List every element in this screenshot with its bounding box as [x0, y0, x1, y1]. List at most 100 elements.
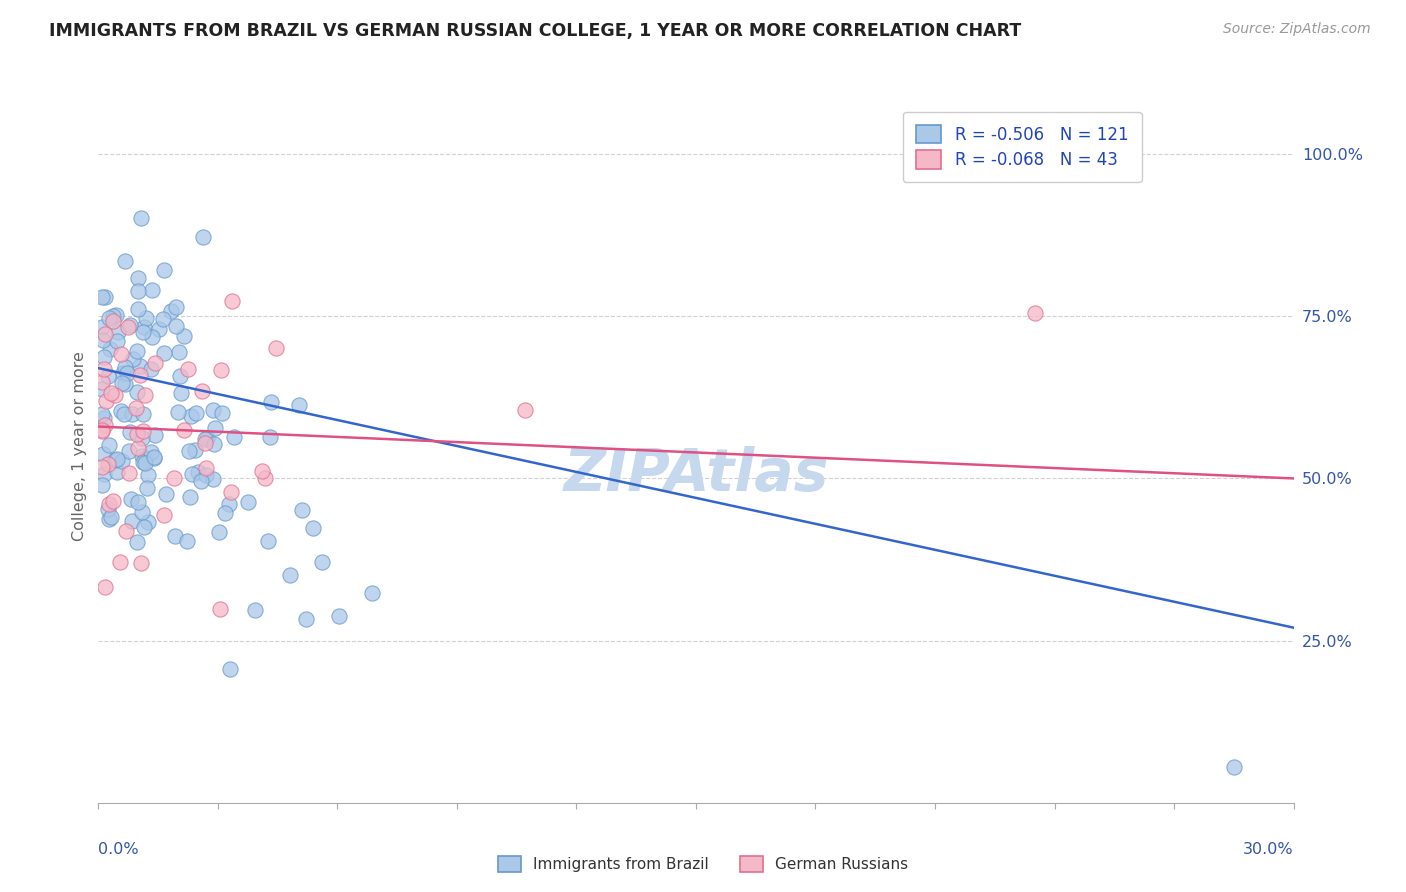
- Point: [179, 490, 201, 504]
- Point: [195, 467, 218, 482]
- Point: [97, 438, 120, 452]
- Point: [104, 308, 127, 322]
- Point: [167, 345, 190, 359]
- Point: [110, 347, 132, 361]
- Point: [207, 525, 229, 540]
- Point: [94, 418, 117, 433]
- Point: [173, 329, 195, 343]
- Point: [127, 302, 149, 317]
- Point: [176, 534, 198, 549]
- Point: [114, 253, 136, 268]
- Point: [114, 360, 136, 375]
- Point: [111, 376, 134, 390]
- Point: [221, 293, 243, 308]
- Point: [191, 384, 214, 398]
- Point: [1223, 760, 1246, 774]
- Text: IMMIGRANTS FROM BRAZIL VS GERMAN RUSSIAN COLLEGE, 1 YEAR OR MORE CORRELATION CHA: IMMIGRANTS FROM BRAZIL VS GERMAN RUSSIAN…: [49, 22, 1022, 40]
- Point: [117, 444, 139, 458]
- Point: [94, 326, 117, 341]
- Point: [127, 284, 149, 298]
- Point: [93, 580, 115, 594]
- Point: [108, 555, 131, 569]
- Point: [136, 516, 159, 530]
- Point: [93, 411, 115, 425]
- Point: [250, 464, 273, 478]
- Point: [128, 359, 150, 373]
- Point: [131, 432, 153, 446]
- Point: [125, 343, 148, 358]
- Point: [91, 382, 114, 396]
- Point: [136, 467, 159, 482]
- Point: [211, 406, 233, 420]
- Point: [257, 534, 280, 549]
- Point: [302, 521, 325, 535]
- Point: [152, 508, 174, 523]
- Point: [129, 556, 152, 570]
- Point: [180, 409, 202, 423]
- Point: [100, 509, 122, 524]
- Point: [291, 502, 314, 516]
- Point: [143, 450, 166, 464]
- Point: [194, 460, 217, 475]
- Y-axis label: College, 1 year or more: College, 1 year or more: [72, 351, 87, 541]
- Point: [190, 475, 212, 489]
- Point: [94, 394, 117, 409]
- Point: [127, 441, 149, 455]
- Point: [141, 283, 163, 297]
- Point: [180, 467, 202, 481]
- Point: [153, 263, 176, 277]
- Point: [153, 346, 176, 360]
- Text: 0.0%: 0.0%: [98, 842, 139, 857]
- Point: [91, 424, 114, 438]
- Point: [184, 443, 207, 458]
- Point: [135, 482, 157, 496]
- Point: [152, 312, 174, 326]
- Point: [93, 350, 115, 364]
- Point: [91, 459, 114, 474]
- Point: [169, 369, 191, 384]
- Point: [125, 384, 148, 399]
- Point: [295, 612, 318, 626]
- Point: [101, 493, 124, 508]
- Point: [165, 319, 187, 334]
- Point: [93, 361, 115, 376]
- Point: [219, 484, 242, 499]
- Point: [214, 506, 236, 520]
- Point: [121, 514, 143, 528]
- Point: [125, 535, 148, 549]
- Point: [121, 408, 143, 422]
- Point: [165, 529, 187, 543]
- Point: [145, 428, 167, 442]
- Point: [194, 435, 217, 450]
- Point: [104, 388, 127, 402]
- Point: [131, 449, 153, 463]
- Point: [98, 342, 121, 356]
- Point: [100, 386, 122, 401]
- Point: [165, 300, 187, 314]
- Point: [143, 356, 166, 370]
- Point: [361, 586, 384, 600]
- Point: [264, 341, 287, 355]
- Point: [141, 330, 163, 344]
- Point: [177, 443, 200, 458]
- Point: [134, 520, 156, 534]
- Point: [1024, 306, 1046, 320]
- Point: [110, 454, 132, 468]
- Point: [118, 425, 141, 439]
- Point: [253, 471, 276, 485]
- Point: [288, 399, 311, 413]
- Point: [118, 466, 141, 480]
- Point: [170, 386, 193, 401]
- Point: [243, 603, 266, 617]
- Point: [105, 466, 128, 480]
- Point: [129, 211, 152, 226]
- Point: [134, 456, 156, 470]
- Point: [134, 451, 156, 466]
- Point: [120, 318, 142, 332]
- Legend: Immigrants from Brazil, German Russians: Immigrants from Brazil, German Russians: [491, 848, 915, 880]
- Point: [121, 352, 143, 367]
- Point: [187, 465, 209, 479]
- Point: [208, 601, 231, 615]
- Point: [110, 403, 132, 417]
- Point: [112, 408, 135, 422]
